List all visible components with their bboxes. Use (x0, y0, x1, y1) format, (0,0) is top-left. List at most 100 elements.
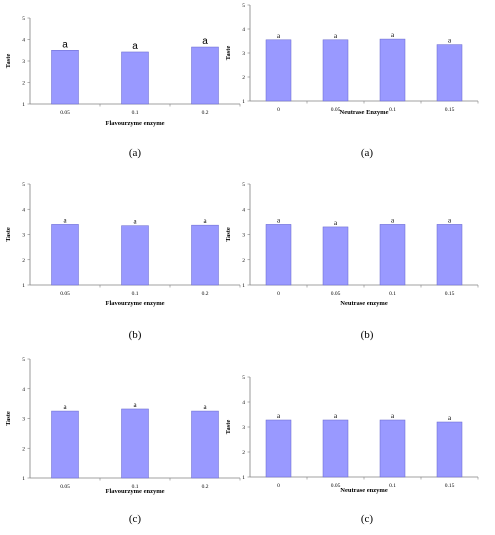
bar (51, 50, 79, 105)
bar (265, 419, 292, 478)
bar-data-label: a (277, 32, 281, 40)
y-tick-label: 2 (242, 75, 245, 81)
y-tick-label: 3 (242, 233, 245, 239)
bar (121, 51, 149, 105)
bar-data-label: a (391, 412, 395, 420)
x-tick-label: 0.1 (132, 291, 139, 297)
bar (379, 224, 406, 286)
y-tick-label: 1 (242, 99, 245, 105)
bar (191, 410, 219, 479)
y-axis-label: Taste (5, 411, 12, 426)
x-tick-label: 0 (277, 107, 280, 113)
chart-panel-6: 1 2 3 4 5 a 0 a 0.05 a 0.1 a 0.15 Taste Neutrase enzym… (225, 375, 479, 525)
bar (379, 419, 406, 478)
x-axis-label: Neutrase enzyme (340, 300, 388, 307)
bar-data-label: a (63, 403, 67, 411)
bar (322, 39, 349, 102)
y-tick-label: 2 (22, 446, 25, 452)
panel-caption: (a) (361, 147, 374, 159)
y-tick-label: 4 (242, 207, 245, 213)
y-axis-label: Taste (225, 420, 232, 435)
bar (322, 419, 349, 478)
y-tick-label: 3 (242, 425, 245, 431)
bar (121, 408, 149, 479)
x-axis-label: Neutrase Enzyme (340, 109, 389, 116)
x-tick-label: 0.2 (202, 110, 209, 116)
x-tick-label: 0.1 (132, 110, 139, 116)
y-tick-label: 1 (22, 102, 25, 108)
x-axis-label: Flavourzyme enzyme (105, 120, 164, 127)
x-tick-label: 0.1 (389, 291, 396, 297)
bar (51, 410, 79, 479)
bar-data-label: a (391, 216, 395, 224)
y-tick-label: 4 (22, 207, 25, 213)
x-tick-label: 0.05 (60, 291, 70, 297)
x-tick-label: 0 (277, 483, 280, 489)
y-tick-label: 2 (242, 258, 245, 264)
x-tick-label: 0.1 (132, 484, 139, 490)
y-tick-label: 5 (242, 3, 245, 9)
bar-data-label: a (133, 218, 137, 226)
chart-panel-2: 1 2 3 4 5 a 0 a 0.05 a 0.1 a 0.15 Taste Neutrase Enzym… (225, 3, 479, 159)
y-axis-label: Taste (5, 227, 12, 242)
y-tick-label: 2 (22, 81, 25, 87)
y-tick-label: 5 (22, 16, 25, 22)
panel-caption: (c) (361, 513, 374, 525)
bar (51, 224, 79, 286)
panel-caption: (a) (129, 147, 142, 159)
chart-panel-4: 1 2 3 4 5 a 0 a 0.05 a 0.1 a 0.15 Taste Neutrase enzym… (225, 182, 479, 341)
y-axis-label: Taste (225, 46, 232, 61)
x-tick-label: 0.2 (202, 484, 209, 490)
chart-panel-1: 1 2 3 4 5 a 0.05 a 0.1 a 0.2 Taste Flavourzyme enzym… (5, 16, 241, 159)
panel-caption: (c) (129, 513, 142, 525)
y-axis-label: Taste (225, 227, 232, 242)
bar-data-label: a (334, 32, 338, 40)
x-axis-label: Neutrase enzyme (340, 487, 388, 494)
bar-data-label: a (202, 36, 208, 47)
x-tick-label: 0.05 (60, 484, 70, 490)
bar (322, 226, 349, 286)
bar-data-label: a (203, 403, 207, 411)
y-tick-label: 5 (22, 182, 25, 188)
y-tick-label: 4 (242, 400, 245, 406)
y-tick-label: 3 (22, 233, 25, 239)
x-tick-label: 0.15 (445, 291, 455, 297)
x-tick-label: 0.1 (389, 107, 396, 113)
bar (436, 421, 463, 478)
y-tick-label: 1 (242, 475, 245, 481)
y-tick-label: 5 (242, 182, 245, 188)
panel-caption: (b) (361, 329, 374, 341)
chart-panel-5: 1 2 3 4 5 a 0.05 a 0.1 a 0.2 Taste Flavourzyme enzym… (5, 357, 241, 525)
y-axis-label: Taste (5, 54, 12, 69)
y-tick-label: 3 (242, 51, 245, 57)
x-tick-label: 0.05 (331, 107, 341, 113)
x-tick-label: 0 (277, 291, 280, 297)
y-tick-label: 5 (242, 375, 245, 381)
y-tick-label: 3 (22, 59, 25, 65)
bar-data-label: a (132, 41, 138, 52)
panel-caption: (b) (129, 329, 142, 341)
x-tick-label: 0.15 (445, 483, 455, 489)
x-tick-label: 0.15 (445, 107, 455, 113)
x-tick-label: 0.1 (389, 483, 396, 489)
y-tick-label: 4 (242, 27, 245, 33)
y-tick-label: 1 (242, 283, 245, 289)
y-tick-label: 3 (22, 417, 25, 423)
x-axis-label: Flavourzyme enzyme (105, 488, 164, 495)
bar-data-label: a (334, 219, 338, 227)
y-tick-label: 4 (22, 38, 25, 44)
bar-data-label: a (133, 401, 137, 409)
bar (265, 39, 292, 102)
bar (265, 224, 292, 286)
x-tick-label: 0.05 (331, 483, 341, 489)
y-tick-label: 1 (22, 476, 25, 482)
bar-data-label: a (63, 216, 67, 224)
bar-data-label: a (334, 412, 338, 420)
bar-data-label: a (62, 39, 68, 50)
bar-data-label: a (448, 216, 452, 224)
x-tick-label: 0.2 (202, 291, 209, 297)
bar (436, 224, 463, 286)
y-tick-label: 2 (22, 258, 25, 264)
y-tick-label: 2 (242, 450, 245, 456)
